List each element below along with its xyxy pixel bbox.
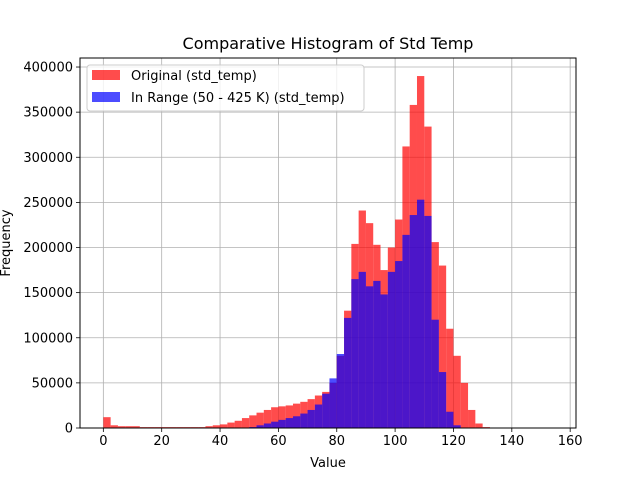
y-tick-label: 400000 [23,61,73,76]
y-tick-label: 100000 [23,331,73,346]
x-axis-ticks: 0 20 40 60 80 100 120 140 160 [99,428,583,449]
histogram-bar-in-range [329,378,337,428]
histogram-bar-original [234,420,242,428]
legend-box [86,64,365,112]
histogram-bar-original [103,417,111,428]
histogram-bar-in-range [395,261,403,428]
histogram-bar-in-range [409,215,417,428]
y-tick-label: 200000 [23,241,73,256]
x-tick-label: 40 [212,434,229,449]
histogram-bar-original [292,403,301,428]
legend: Original (std_temp) In Range (50 - 425 K… [86,64,365,112]
x-tick-label: 60 [270,434,287,449]
y-tick-label: 350000 [23,106,73,121]
histogram-bar-in-range [263,423,272,428]
legend-swatch-original [92,70,120,80]
histogram-bar-in-range [387,271,396,428]
histogram-bar-in-range [438,372,447,428]
histogram-bar-original [438,265,447,428]
histogram-bar-original [110,425,118,428]
histogram-bar-original [278,406,286,428]
histogram-bar-in-range [453,425,461,428]
histogram-bar-in-range [271,421,279,428]
histogram-bars [103,76,490,429]
legend-swatch-in-range [92,92,120,102]
histogram-bar-in-range [344,317,352,428]
histogram-bar-original [263,409,272,428]
histogram-bar-original [132,426,140,428]
plot-area [80,58,576,428]
histogram-bar-in-range [373,280,381,428]
histogram-bar-original [475,423,483,428]
legend-label-original: Original (std_temp) [131,69,257,84]
histogram-bar-original [117,426,126,428]
histogram-bar-in-range [431,319,439,428]
histogram-bar-in-range [351,279,359,428]
histogram-bar-original [125,426,133,428]
histogram-bar-in-range [307,409,315,428]
histogram-bar-original [249,415,257,428]
histogram-bar-in-range [278,419,286,428]
histogram-bar-in-range [314,404,323,428]
histogram-bar-in-range [365,286,374,428]
x-tick-label: 80 [328,434,345,449]
histogram-bar-in-range [285,418,293,428]
histogram-bar-original [205,426,213,428]
x-tick-label: 20 [153,434,170,449]
histogram-bar-original [241,418,250,428]
histogram-bar-in-range [256,425,264,428]
y-axis-ticks: 0 50000 100000 150000 200000 250000 300000 3500… [23,61,80,437]
histogram-bar-original [212,425,221,428]
legend-label-in-range: In Range (50 - 425 K) (std_temp) [131,91,345,106]
x-tick-label: 140 [499,434,524,449]
histogram-bar-in-range [402,234,410,428]
histogram-bar-in-range [322,393,330,428]
x-axis-label: Value [310,456,346,471]
y-tick-label: 150000 [23,286,73,301]
histogram-bar-in-range [416,199,425,428]
plot-frame [79,57,577,429]
histogram-bar-original [460,382,469,428]
histogram-bar-in-range [336,354,345,428]
histogram-bar-original [446,328,454,428]
y-tick-label: 250000 [23,196,73,211]
y-tick-label: 300000 [23,151,73,166]
histogram-bar-original [220,424,228,428]
histogram-bar-in-range [424,215,432,428]
y-axis-label: Frequency [0,209,14,276]
x-tick-label: 0 [99,434,107,449]
histogram-bar-in-range [300,413,308,428]
x-tick-label: 120 [441,434,466,449]
chart-title: Comparative Histogram of Std Temp [183,34,474,53]
x-tick-label: 100 [383,434,408,449]
histogram-bar-original [271,407,279,428]
y-tick-label: 50000 [32,376,73,391]
y-tick-label: 0 [65,422,73,437]
histogram-bar-original [227,422,235,428]
histogram-bar-original [468,409,476,428]
histogram-bar-original [285,405,293,428]
histogram-bar-in-range [380,294,388,428]
histogram-bar-in-range [292,416,301,428]
x-tick-label: 160 [558,434,583,449]
histogram-bar-original [453,355,461,428]
histogram-bar-original [256,412,264,428]
histogram-bar-in-range [446,411,454,428]
histogram-bar-in-range [358,271,366,428]
